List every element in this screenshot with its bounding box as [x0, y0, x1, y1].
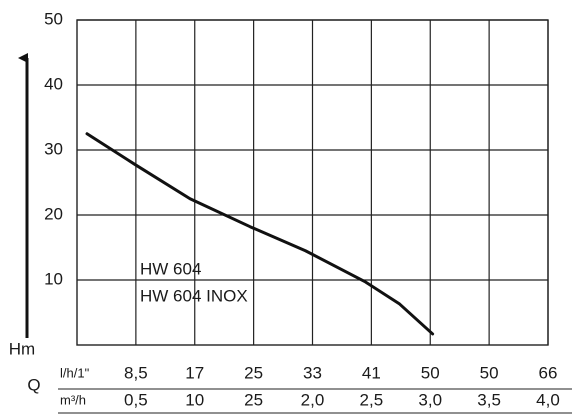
curve: [85, 132, 435, 336]
x2-tick-label: 33: [303, 363, 322, 382]
x2-tick-label: 50: [421, 363, 440, 382]
y-tick-label: 20: [44, 204, 63, 223]
annotation: HW 604 INOX: [140, 286, 248, 305]
x-row-label: m³/h: [60, 392, 86, 407]
x-tick-label: 4,0: [536, 390, 560, 409]
x2-tick-label: 8,5: [124, 363, 148, 382]
x-tick-label: 3,5: [477, 390, 501, 409]
x-tick-label: 25: [244, 390, 263, 409]
y-tick-label: 50: [44, 9, 63, 28]
x2-tick-label: 50: [480, 363, 499, 382]
x2-tick-label: 66: [539, 363, 558, 382]
y-axis-label: Hm: [9, 339, 35, 358]
x-tick-label: 3,0: [418, 390, 442, 409]
x-tick-label: 10: [185, 390, 204, 409]
annotation: HW 604: [140, 259, 201, 278]
x2-tick-label: 41: [362, 363, 381, 382]
x2-row-label: l/h/1": [60, 365, 90, 380]
y-tick-label: 30: [44, 139, 63, 158]
y-tick-label: 10: [44, 269, 63, 288]
x-tick-label: 2,0: [301, 390, 325, 409]
x2-tick-label: 17: [185, 363, 204, 382]
y-tick-label: 40: [44, 74, 63, 93]
x-tick-label: 0,5: [124, 390, 148, 409]
x-tick-label: 2,5: [360, 390, 384, 409]
x-axis-label: Q: [27, 375, 40, 394]
x2-tick-label: 25: [244, 363, 263, 382]
